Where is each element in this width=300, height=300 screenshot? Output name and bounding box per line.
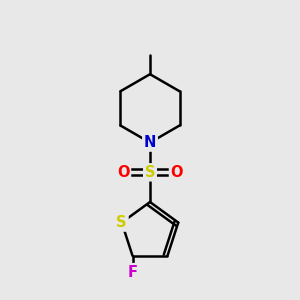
Text: O: O <box>117 165 130 180</box>
Text: N: N <box>144 135 156 150</box>
Text: O: O <box>170 165 183 180</box>
Text: S: S <box>145 165 155 180</box>
Text: F: F <box>128 265 137 280</box>
Text: S: S <box>116 215 127 230</box>
